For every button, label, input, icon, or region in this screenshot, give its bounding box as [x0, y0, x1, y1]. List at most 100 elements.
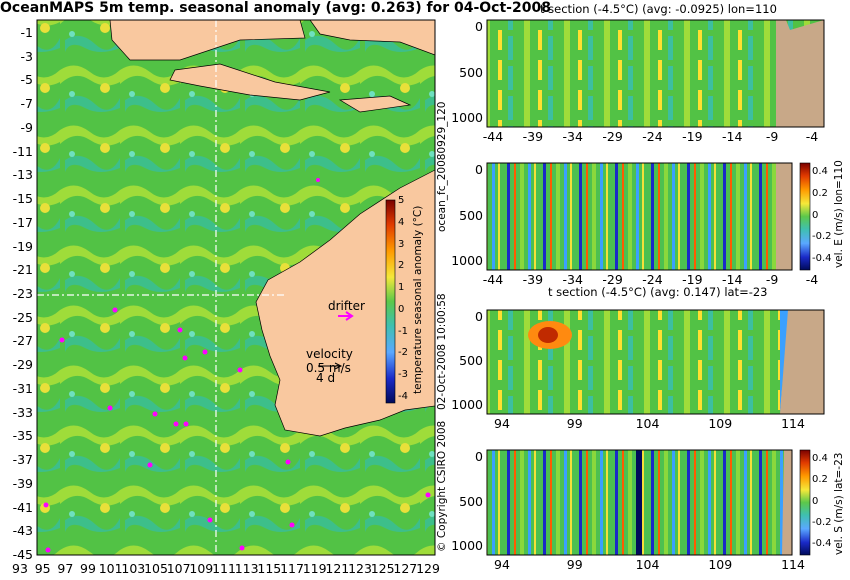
- panel-1-title: t section (-4.5°C) (avg: -0.0925) lon=11…: [540, 2, 777, 16]
- panel-4-x-tick: 114: [781, 557, 805, 572]
- panel-4-x-tick: 94: [494, 557, 510, 572]
- drifter-legend-arrow: [338, 311, 354, 321]
- panel-2-x-tick: -9: [765, 272, 779, 287]
- lat-tick-label: -11: [12, 143, 33, 159]
- lon-tick-label: 127: [393, 561, 418, 576]
- panel-2-x-tick: -34: [562, 272, 583, 287]
- panel-4-y-tick: 1000: [451, 538, 483, 553]
- lat-tick-label: -13: [12, 167, 33, 183]
- section-panel-4: [486, 449, 811, 556]
- lat-tick-label: -15: [12, 191, 33, 207]
- panel-4-y-tick: 0: [475, 449, 483, 464]
- lat-tick-label: -3: [20, 48, 33, 64]
- panel-1-y-tick: 0: [475, 19, 483, 34]
- panel-2-x-tick: -14: [722, 272, 743, 287]
- lat-tick-label: -43: [12, 523, 33, 539]
- map-colorbar-tick: -1: [398, 325, 408, 337]
- lat-tick-label: -37: [12, 452, 33, 468]
- velocity-label: velocity: [306, 347, 353, 361]
- map-colorbar-tick: -3: [398, 369, 408, 381]
- panel-2-colorbar-label: vel. E (m/s) lon=110: [833, 160, 845, 268]
- panel-1-x-tick: -29: [602, 129, 623, 144]
- panel-2-colorbar-tick: 0.4: [812, 166, 828, 177]
- lon-tick-label: 111: [212, 561, 236, 576]
- velocity-scale: 0.5 m/s: [306, 361, 351, 375]
- lon-tick-label: 109: [189, 561, 214, 576]
- panel-4-colorbar-tick: 0.2: [812, 474, 828, 486]
- panel-3-y-tick: 0: [475, 309, 483, 324]
- panel-1-y-tick: 500: [459, 64, 483, 80]
- panel-2-y-tick: 500: [459, 207, 483, 223]
- panel-3-x-tick: 99: [566, 416, 583, 431]
- panel-1-x-tick: -14: [722, 129, 743, 144]
- panel-1-x-tick: -24: [642, 129, 663, 144]
- panel-1-y-tick: 1000: [451, 110, 483, 125]
- lon-tick-label: 123: [348, 561, 372, 576]
- map-colorbar: [385, 199, 396, 404]
- panel-2-colorbar-tick: 0: [812, 209, 819, 221]
- panel-4-colorbar-label: vel. S (m/s) lat=-23: [833, 452, 845, 555]
- section-panel-1: [486, 19, 825, 128]
- lat-tick-label: -35: [12, 428, 33, 444]
- panel-4-x-tick: 99: [566, 557, 583, 572]
- panel-4-x-tick: 104: [635, 557, 660, 572]
- panel-2-x-tick: -39: [522, 272, 544, 287]
- map-colorbar-tick: 2: [398, 260, 405, 272]
- lat-tick-label: -1: [20, 25, 33, 40]
- lat-tick-label: -23: [12, 286, 33, 301]
- panel-3-x-tick: 109: [708, 416, 733, 431]
- lat-tick-label: -39: [12, 475, 33, 491]
- panel-2-x-tick: -44: [482, 272, 504, 287]
- lon-tick-label: 93: [12, 561, 28, 576]
- panel-1-x-tick: -19: [682, 129, 703, 144]
- panel-1-x-tick: -4: [805, 129, 819, 144]
- drifter-markers: [43, 178, 431, 553]
- lat-tick-label: -9: [20, 119, 33, 135]
- lon-tick-label: 121: [325, 561, 350, 576]
- lon-tick-label: 107: [166, 561, 191, 576]
- lon-tick-label: 125: [370, 561, 395, 576]
- lon-tick-label: 129: [416, 561, 440, 576]
- lon-tick-label: 105: [144, 561, 168, 576]
- lat-tick-label: -33: [12, 404, 33, 420]
- drifter-label: drifter: [328, 299, 365, 313]
- lon-tick-label: 103: [121, 561, 146, 576]
- panel-2-x-tick: -29: [602, 272, 623, 287]
- panel-2-x-tick: -24: [642, 272, 663, 287]
- lon-tick-label: 115: [257, 561, 282, 576]
- map-colorbar-tick: -2: [398, 347, 408, 359]
- panel-3-x-tick: 94: [494, 416, 510, 431]
- lat-tick-label: -5: [20, 72, 33, 88]
- map-colorbar-tick: 4: [398, 216, 405, 228]
- panel-3-y-tick: 500: [459, 353, 483, 368]
- panel-2-colorbar-tick: -0.2: [812, 231, 832, 243]
- section-panel-2: [486, 162, 811, 271]
- page-title: OceanMAPS 5m temp. seasonal anomaly (avg…: [0, 0, 551, 16]
- velocity-time: 4 d: [316, 371, 336, 385]
- map-colorbar-tick: 1: [398, 282, 405, 294]
- panel-1-x-tick: -39: [522, 129, 544, 144]
- lat-tick-label: -17: [12, 214, 33, 230]
- copyright: © Copyright CSIRO 2008: [436, 420, 448, 552]
- lat-tick-label: -7: [20, 96, 33, 112]
- panel-1-x-tick: -44: [482, 129, 504, 144]
- velocity-legend-arrow: [318, 362, 343, 370]
- panel-2-colorbar: [799, 162, 811, 271]
- lat-tick-label: -19: [12, 238, 33, 254]
- lat-tick-label: -41: [12, 499, 33, 515]
- panel-2-y-tick: 1000: [451, 253, 483, 268]
- panel-3-title: t section (-4.5°C) (avg: 0.147) lat=-23: [548, 285, 768, 299]
- lon-tick-label: 97: [57, 561, 74, 576]
- lon-tick-label: 95: [34, 561, 51, 576]
- panel-4-y-tick: 500: [459, 493, 483, 509]
- panel-1-x-tick: -34: [562, 129, 583, 144]
- panel-2-x-tick: -19: [682, 272, 703, 287]
- panel-2-x-tick: -4: [805, 272, 819, 287]
- lon-tick-label: 99: [80, 561, 96, 576]
- lon-tick-label: 113: [234, 561, 259, 576]
- panel-4-colorbar: [799, 449, 811, 556]
- map-colorbar-tick: 5: [398, 195, 405, 206]
- map-frame: [36, 19, 436, 556]
- map-colorbar-tick: -4: [398, 391, 408, 402]
